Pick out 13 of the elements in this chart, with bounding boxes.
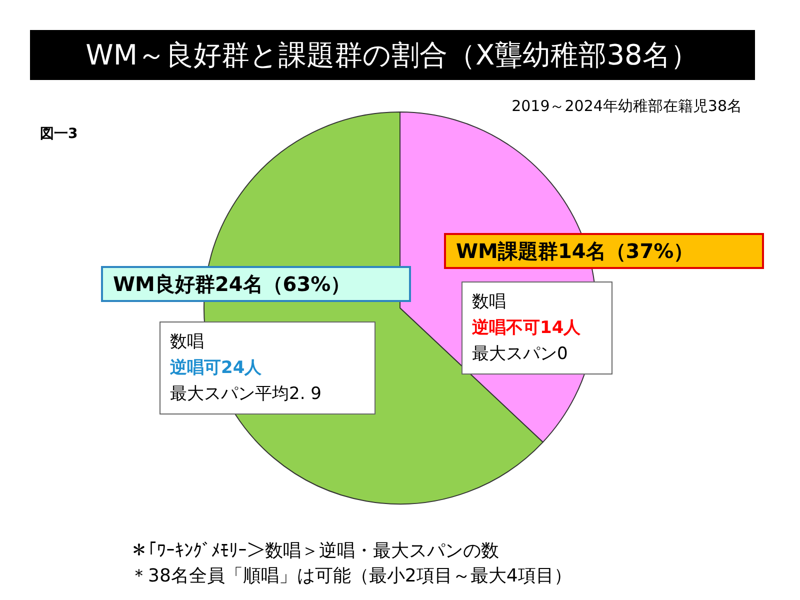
text: ＊｢ﾜｰｷﾝｸﾞﾒﾓﾘｰ＞数唱＞逆唱・最大スパンの数 (130, 540, 499, 562)
text: 逆唱不可14人 (471, 318, 582, 338)
text: 数唱 (170, 332, 204, 352)
text: 最大スパン平均2. 9 (170, 384, 322, 404)
slice-label: WM課題群14名（37%） (456, 239, 694, 263)
text: 図一3 (40, 126, 78, 142)
text: 逆唱可24人 (169, 358, 263, 378)
text: ＊38名全員「順唱」は可能（最小2項目～最大4項目） (130, 566, 572, 586)
chart-subtitle: 2019～2024年幼稚部在籍児38名 (512, 97, 742, 115)
slice-label: WM良好群24名（63%） (113, 272, 351, 296)
chart-title: WM～良好群と課題群の割合（X聾幼稚部38名） (86, 38, 698, 72)
text: 最大スパン0 (472, 344, 568, 364)
text: 数唱 (472, 292, 506, 312)
